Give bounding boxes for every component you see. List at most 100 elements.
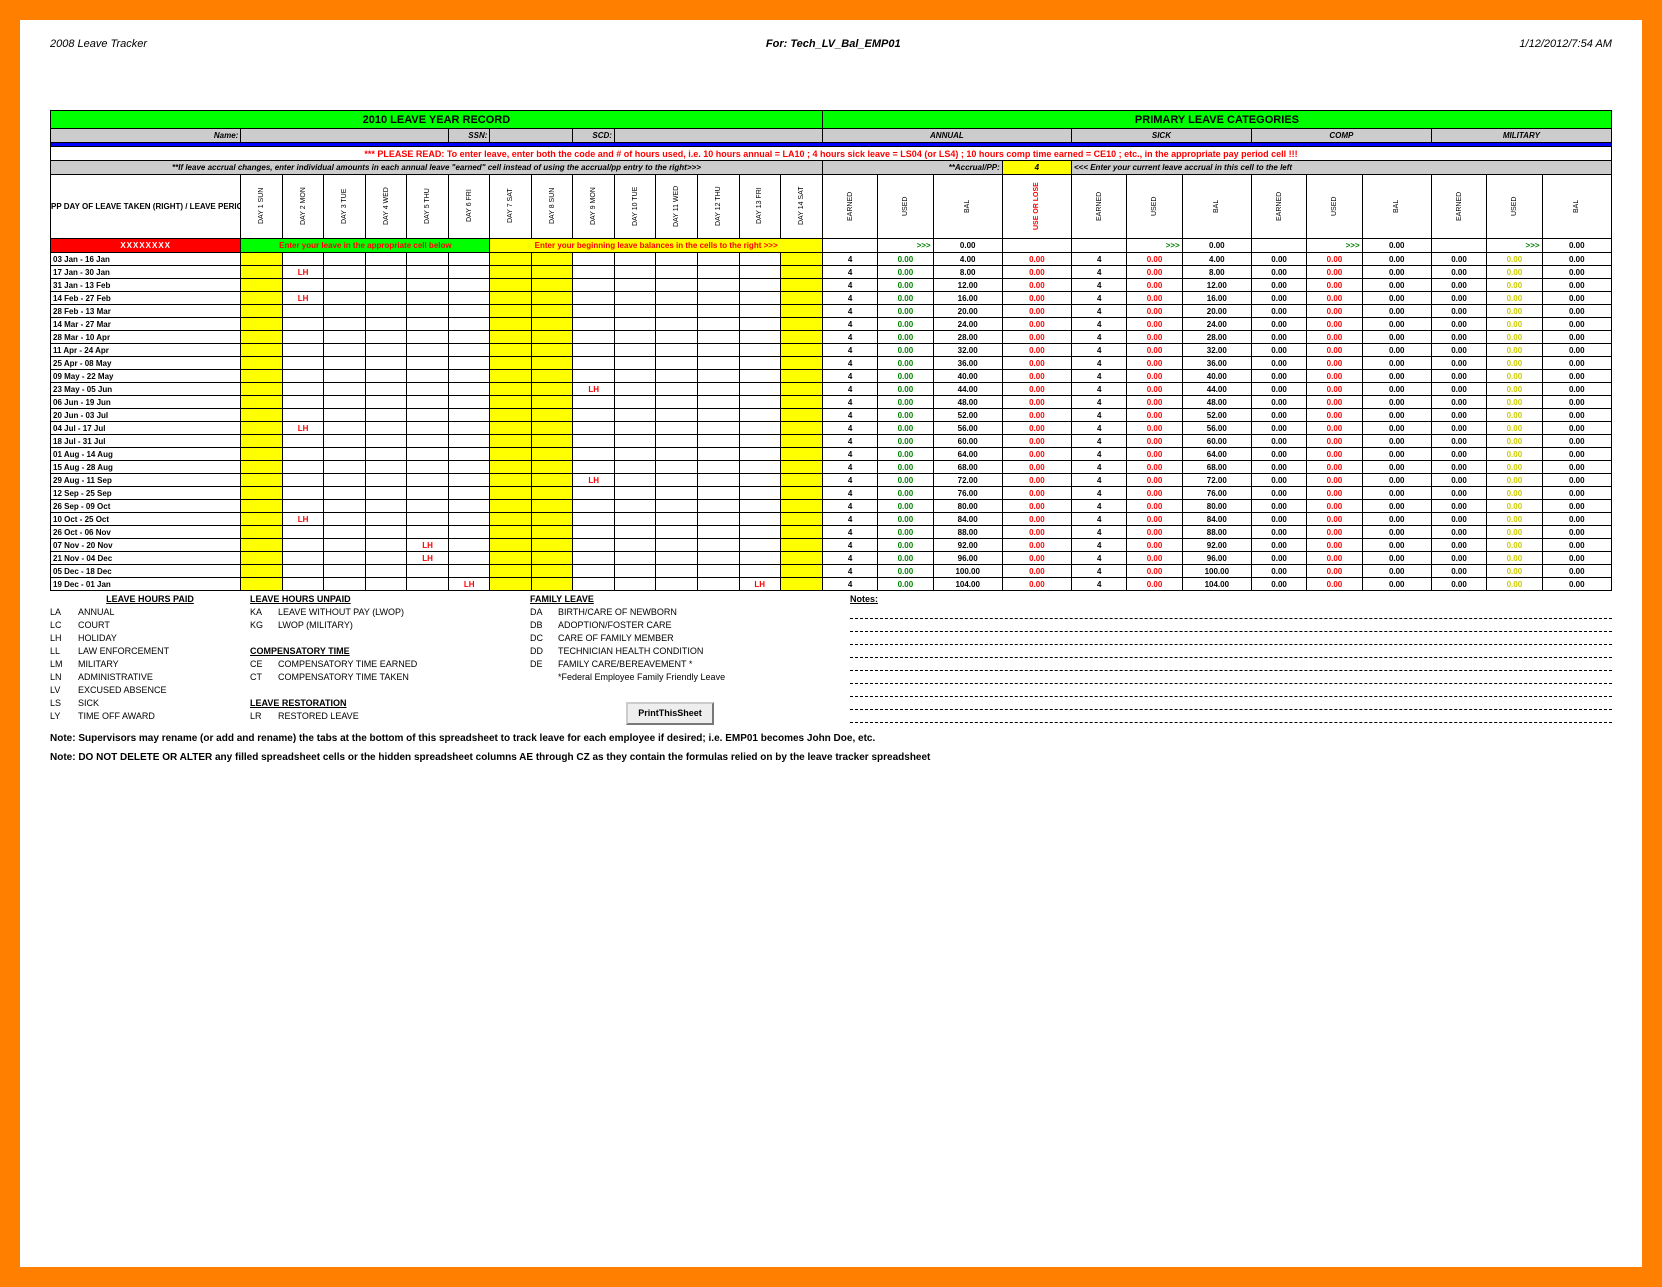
day-cell[interactable]: [490, 578, 532, 591]
day-cell[interactable]: [448, 292, 490, 305]
day-cell[interactable]: [531, 539, 573, 552]
day-cell[interactable]: [656, 266, 698, 279]
day-cell[interactable]: [365, 357, 407, 370]
day-cell[interactable]: [739, 513, 781, 526]
day-cell[interactable]: [531, 331, 573, 344]
day-cell[interactable]: [781, 565, 823, 578]
day-cell[interactable]: [324, 292, 366, 305]
day-cell[interactable]: [739, 552, 781, 565]
day-cell[interactable]: [573, 331, 615, 344]
day-cell[interactable]: [739, 448, 781, 461]
day-cell[interactable]: [614, 292, 656, 305]
day-cell[interactable]: [614, 331, 656, 344]
day-cell[interactable]: [656, 500, 698, 513]
day-cell[interactable]: [241, 578, 283, 591]
day-cell[interactable]: [739, 357, 781, 370]
day-cell[interactable]: [739, 396, 781, 409]
day-cell[interactable]: [739, 266, 781, 279]
day-cell[interactable]: [614, 383, 656, 396]
day-cell[interactable]: [241, 253, 283, 266]
day-cell[interactable]: [656, 318, 698, 331]
day-cell[interactable]: [365, 396, 407, 409]
day-cell[interactable]: [697, 331, 739, 344]
day-cell[interactable]: [407, 305, 449, 318]
day-cell[interactable]: [407, 357, 449, 370]
day-cell[interactable]: [241, 305, 283, 318]
day-cell[interactable]: [573, 279, 615, 292]
day-cell[interactable]: [241, 448, 283, 461]
day-cell[interactable]: [531, 409, 573, 422]
day-cell[interactable]: [573, 578, 615, 591]
day-cell[interactable]: [573, 513, 615, 526]
day-cell[interactable]: LH: [407, 552, 449, 565]
day-cell[interactable]: [241, 487, 283, 500]
day-cell[interactable]: [448, 305, 490, 318]
day-cell[interactable]: [697, 539, 739, 552]
day-cell[interactable]: [241, 422, 283, 435]
day-cell[interactable]: [697, 526, 739, 539]
day-cell[interactable]: [282, 370, 324, 383]
day-cell[interactable]: [573, 370, 615, 383]
day-cell[interactable]: [656, 461, 698, 474]
day-cell[interactable]: [282, 435, 324, 448]
day-cell[interactable]: [490, 526, 532, 539]
day-cell[interactable]: [656, 578, 698, 591]
day-cell[interactable]: [614, 305, 656, 318]
day-cell[interactable]: [490, 474, 532, 487]
day-cell[interactable]: [531, 396, 573, 409]
day-cell[interactable]: [490, 331, 532, 344]
day-cell[interactable]: [407, 461, 449, 474]
day-cell[interactable]: [573, 435, 615, 448]
day-cell[interactable]: [614, 565, 656, 578]
day-cell[interactable]: [614, 526, 656, 539]
day-cell[interactable]: [781, 331, 823, 344]
day-cell[interactable]: [573, 253, 615, 266]
day-cell[interactable]: [407, 344, 449, 357]
day-cell[interactable]: [448, 474, 490, 487]
day-cell[interactable]: [531, 526, 573, 539]
day-cell[interactable]: [282, 357, 324, 370]
day-cell[interactable]: [697, 318, 739, 331]
day-cell[interactable]: [282, 578, 324, 591]
day-cell[interactable]: [697, 435, 739, 448]
day-cell[interactable]: [531, 461, 573, 474]
day-cell[interactable]: [531, 578, 573, 591]
day-cell[interactable]: [781, 435, 823, 448]
day-cell[interactable]: [407, 422, 449, 435]
day-cell[interactable]: [448, 448, 490, 461]
day-cell[interactable]: [573, 448, 615, 461]
day-cell[interactable]: [697, 279, 739, 292]
day-cell[interactable]: [781, 305, 823, 318]
day-cell[interactable]: [241, 461, 283, 474]
day-cell[interactable]: [697, 513, 739, 526]
day-cell[interactable]: LH: [282, 266, 324, 279]
day-cell[interactable]: [531, 253, 573, 266]
day-cell[interactable]: [407, 487, 449, 500]
day-cell[interactable]: [656, 279, 698, 292]
day-cell[interactable]: [490, 318, 532, 331]
day-cell[interactable]: [282, 344, 324, 357]
day-cell[interactable]: [490, 539, 532, 552]
day-cell[interactable]: [614, 318, 656, 331]
day-cell[interactable]: [781, 448, 823, 461]
day-cell[interactable]: [656, 331, 698, 344]
day-cell[interactable]: [656, 448, 698, 461]
day-cell[interactable]: [656, 370, 698, 383]
day-cell[interactable]: LH: [407, 539, 449, 552]
day-cell[interactable]: [781, 552, 823, 565]
day-cell[interactable]: [490, 461, 532, 474]
day-cell[interactable]: [697, 409, 739, 422]
day-cell[interactable]: [365, 500, 407, 513]
day-cell[interactable]: [781, 253, 823, 266]
day-cell[interactable]: [739, 526, 781, 539]
day-cell[interactable]: [365, 578, 407, 591]
day-cell[interactable]: [241, 292, 283, 305]
day-cell[interactable]: [365, 435, 407, 448]
day-cell[interactable]: [656, 565, 698, 578]
day-cell[interactable]: [490, 383, 532, 396]
day-cell[interactable]: [448, 279, 490, 292]
day-cell[interactable]: [614, 500, 656, 513]
day-cell[interactable]: [739, 305, 781, 318]
day-cell[interactable]: [490, 500, 532, 513]
day-cell[interactable]: [448, 266, 490, 279]
